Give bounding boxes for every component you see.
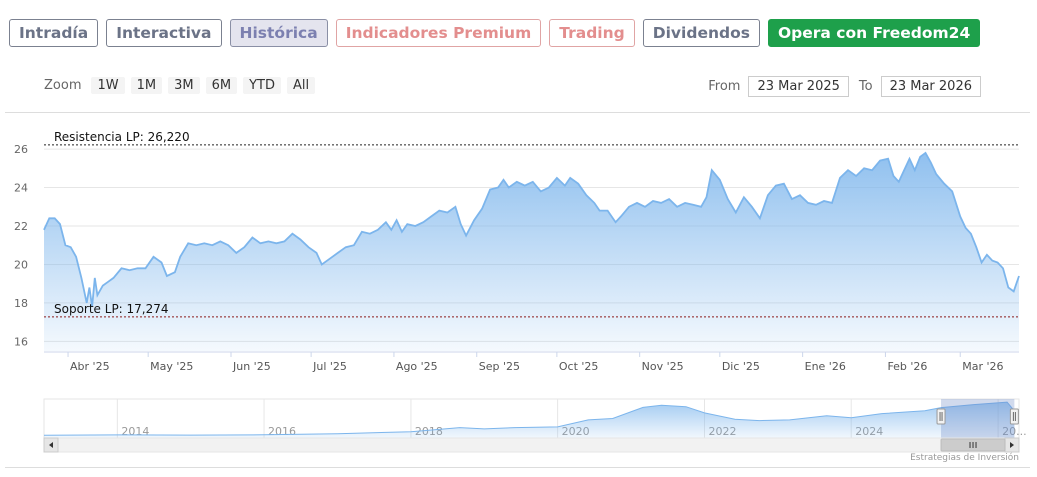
x-tick-label: Jun '25: [232, 360, 271, 373]
navigator-selection[interactable]: [941, 399, 1015, 438]
x-tick-label: Nov '25: [642, 360, 684, 373]
bottom-divider: [5, 467, 1030, 468]
from-label: From: [708, 79, 741, 94]
price-area: [44, 152, 1019, 351]
tab-trading[interactable]: Trading: [549, 19, 635, 47]
navigator-line: [43, 401, 1015, 436]
tab-opera-con-freedom24[interactable]: Opera con Freedom24: [767, 19, 981, 47]
x-tick-label: Ago '25: [396, 360, 438, 373]
zoom-ytd-button[interactable]: YTD: [243, 77, 282, 94]
resistance-label: Resistencia LP: 26,220: [54, 130, 190, 144]
x-tick-label: Dic '25: [722, 360, 760, 373]
tab-interactiva[interactable]: Interactiva: [106, 19, 222, 47]
date-range: From 23 Mar 2025 To 23 Mar 2026: [708, 76, 981, 97]
zoom-all-button[interactable]: All: [287, 77, 316, 94]
from-date-input[interactable]: 23 Mar 2025: [748, 76, 849, 97]
y-tick-label: 26: [14, 143, 28, 156]
y-tick-label: 16: [14, 335, 28, 348]
tab-intradía[interactable]: Intradía: [9, 19, 99, 47]
y-tick-label: 22: [14, 220, 28, 233]
scrollbar-track: [43, 437, 1020, 453]
top-divider: [5, 112, 1030, 113]
tab-indicadores-premium[interactable]: Indicadores Premium: [335, 19, 542, 47]
zoom-controls: Zoom 1W 1M 3M 6M YTD All: [44, 77, 316, 94]
zoom-1w-button[interactable]: 1W: [91, 77, 125, 94]
zoom-1m-button[interactable]: 1M: [130, 77, 163, 94]
x-tick-label: Jul '25: [312, 360, 347, 373]
arrow-right-icon: [1010, 442, 1014, 448]
navigator-left-handle[interactable]: [936, 408, 946, 425]
support-label: Soporte LP: 17,274: [54, 302, 169, 316]
navigator-area: [44, 402, 1015, 438]
y-tick-label: 18: [14, 297, 28, 310]
x-tick-label: Feb '26: [887, 360, 927, 373]
y-tick-label: 24: [14, 182, 28, 195]
tab-dividendos[interactable]: Dividendos: [642, 19, 760, 47]
y-tick-label: 20: [14, 258, 28, 271]
to-date-input[interactable]: 23 Mar 2026: [880, 76, 981, 97]
zoom-3m-button[interactable]: 3M: [168, 77, 200, 94]
x-tick-label: Mar '26: [962, 360, 1003, 373]
price-line: [43, 151, 1020, 307]
to-label: To: [858, 79, 873, 94]
zoom-label: Zoom: [44, 78, 82, 93]
x-tick-label: Abr '25: [70, 360, 110, 373]
x-tick-label: Oct '25: [559, 360, 599, 373]
x-tick-label: May '25: [150, 360, 193, 373]
navigator-right-handle[interactable]: [1009, 408, 1019, 425]
x-tick-label: Sep '25: [479, 360, 520, 373]
tab-histórica[interactable]: Histórica: [229, 19, 328, 47]
arrow-left-icon: [49, 442, 53, 448]
zoom-6m-button[interactable]: 6M: [205, 77, 238, 94]
chart-tabs: Intradía Interactiva Histórica Indicadores …: [9, 19, 981, 47]
credits-text: Estrategias de Inversión: [910, 453, 1019, 463]
x-tick-label: Ene '26: [805, 360, 846, 373]
